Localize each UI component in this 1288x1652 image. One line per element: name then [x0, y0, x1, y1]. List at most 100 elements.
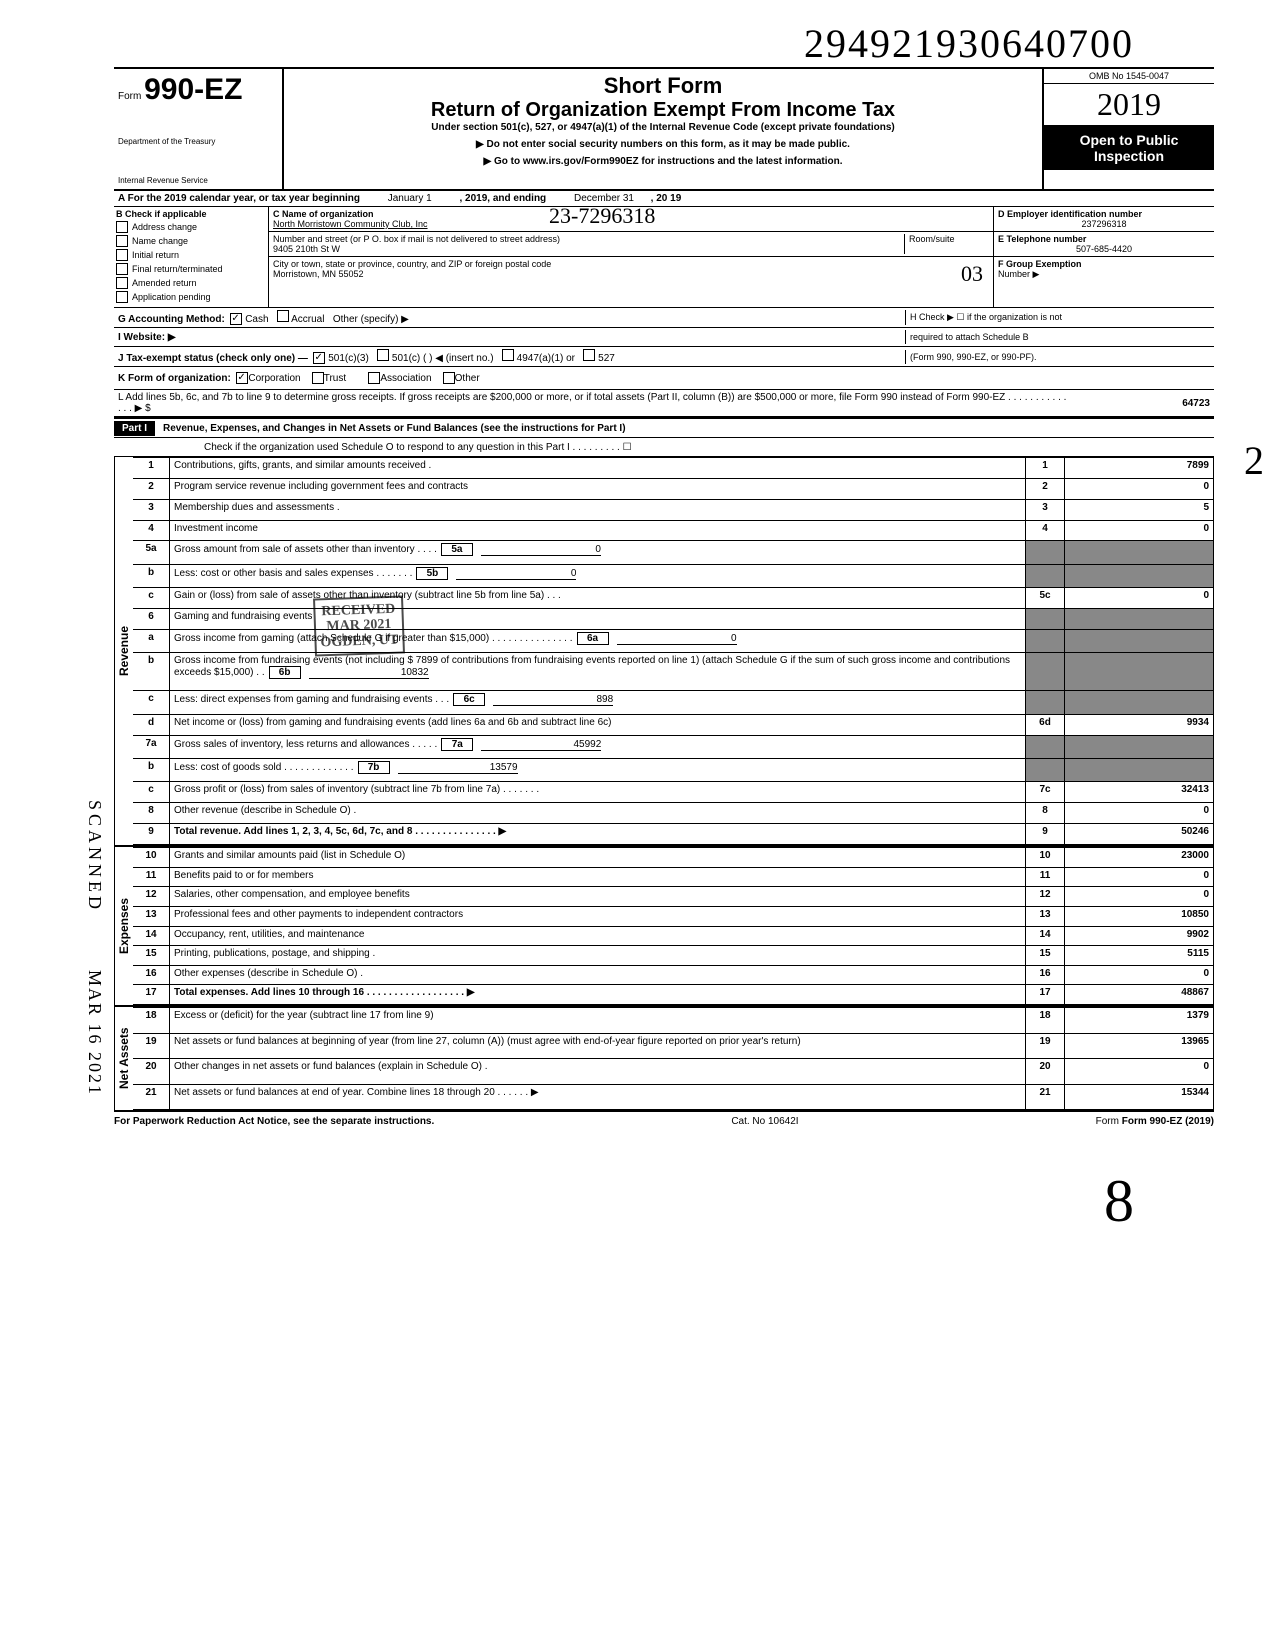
f-label2: Number ▶	[998, 269, 1039, 279]
c-label: C Name of organization	[273, 209, 374, 219]
col-c: C Name of organization 23-7296318 North …	[269, 207, 994, 307]
netassets-label: Net Assets	[114, 1007, 133, 1110]
part1-label: Part I	[114, 421, 155, 436]
footer-mid: Cat. No 10642I	[731, 1116, 798, 1127]
city-value: Morristown, MN 55052	[273, 269, 364, 279]
h2-label: required to attach Schedule B	[905, 330, 1214, 344]
row-i: I Website: ▶ required to attach Schedule…	[114, 328, 1214, 347]
part1-title: Revenue, Expenses, and Changes in Net As…	[155, 423, 626, 434]
check-address[interactable]: Address change	[116, 221, 266, 233]
ein-value: 237296318	[998, 219, 1210, 229]
col-b-header: B Check if applicable	[116, 209, 207, 219]
4947-label: 4947(a)(1) or	[517, 353, 575, 364]
check-name[interactable]: Name change	[116, 235, 266, 247]
other-org-checkbox[interactable]	[443, 372, 455, 384]
f-label: F Group Exemption	[998, 259, 1082, 269]
g-label: G Accounting Method:	[118, 314, 225, 325]
form-page: SCANNED MAR 16 2021 294921930640700 Form…	[114, 20, 1214, 1236]
row-l: L Add lines 5b, 6c, and 7b to line 9 to …	[114, 390, 1214, 417]
form-header: Form 990-EZ Department of the Treasury I…	[114, 67, 1214, 191]
accrual-checkbox[interactable]	[277, 310, 289, 322]
527-checkbox[interactable]	[583, 349, 595, 361]
check-pending[interactable]: Application pending	[116, 291, 266, 303]
scan-date-stamp: MAR 16 2021	[84, 970, 105, 1096]
omb-number: OMB No 1545-0047	[1044, 69, 1214, 84]
hand-side-2: 2	[1244, 437, 1264, 484]
instruction-2: ▶ Go to www.irs.gov/Form990EZ for instru…	[294, 156, 1032, 167]
open-inspection: Open to Public Inspection	[1044, 126, 1214, 170]
signature-mark: 8	[114, 1167, 1214, 1236]
footer: For Paperwork Reduction Act Notice, see …	[114, 1112, 1214, 1127]
netassets-table: 18Excess or (deficit) for the year (subt…	[133, 1007, 1214, 1110]
street-label: Number and street (or P O. box if mail i…	[273, 234, 560, 244]
dept-irs: Internal Revenue Service	[118, 176, 278, 185]
form-label: Form	[118, 91, 141, 102]
main-title: Return of Organization Exempt From Incom…	[294, 99, 1032, 122]
row-a-begin: January 1	[388, 193, 432, 204]
instruction-1: ▶ Do not enter social security numbers o…	[294, 139, 1032, 150]
dept-treasury: Department of the Treasury	[118, 137, 278, 146]
e-label: E Telephone number	[998, 234, 1086, 244]
row-k: K Form of organization: Corporation Trus…	[114, 367, 1214, 390]
open-public-2: Inspection	[1046, 148, 1212, 164]
row-g: G Accounting Method: Cash Accrual Other …	[114, 308, 1214, 328]
assoc-checkbox[interactable]	[368, 372, 380, 384]
scanned-stamp: SCANNED	[84, 800, 105, 913]
k-label: K Form of organization:	[118, 373, 231, 384]
org-name: North Morristown Community Club, Inc	[273, 219, 428, 229]
h-label: H Check ▶ ☐ if the organization is not	[910, 312, 1210, 323]
527-label: 527	[598, 353, 615, 364]
check-amended[interactable]: Amended return	[116, 277, 266, 289]
city-label: City or town, state or province, country…	[273, 259, 551, 269]
other-org-label: Other	[455, 373, 480, 384]
cash-checkbox[interactable]	[230, 313, 242, 325]
received-stamp: RECEIVED MAR 2021 OGDEN, UT	[313, 595, 405, 656]
ein-handwritten: 23-7296318	[549, 203, 655, 229]
subtitle: Under section 501(c), 527, or 4947(a)(1)…	[294, 122, 1032, 133]
dln-handwritten: 294921930640700	[114, 20, 1214, 67]
d-label: D Employer identification number	[998, 209, 1142, 219]
expenses-table: 10Grants and similar amounts paid (list …	[133, 847, 1214, 1005]
form-id-box: Form 990-EZ Department of the Treasury I…	[114, 69, 284, 189]
check-initial[interactable]: Initial return	[116, 249, 266, 261]
accrual-label: Accrual	[291, 314, 324, 325]
revenue-label: Revenue	[114, 457, 133, 845]
assoc-label: Association	[380, 373, 431, 384]
section-bcd: B Check if applicable Address change Nam…	[114, 207, 1214, 308]
phone-value: 507-685-4420	[998, 244, 1210, 254]
trust-label: Trust	[324, 373, 346, 384]
row-j: J Tax-exempt status (check only one) — 5…	[114, 347, 1214, 367]
open-public-1: Open to Public	[1046, 132, 1212, 148]
room-label: Room/suite	[904, 234, 989, 254]
i-label: I Website: ▶	[118, 332, 176, 343]
street-value: 9405 210th St W	[273, 244, 340, 254]
other-label: Other (specify) ▶	[333, 314, 409, 325]
4947-checkbox[interactable]	[502, 349, 514, 361]
form-number: 990-EZ	[144, 73, 242, 106]
check-final[interactable]: Final return/terminated	[116, 263, 266, 275]
col-b: B Check if applicable Address change Nam…	[114, 207, 269, 307]
row-a: A For the 2019 calendar year, or tax yea…	[114, 191, 1214, 207]
j-label: J Tax-exempt status (check only one) —	[118, 353, 308, 364]
part1-check-text: Check if the organization used Schedule …	[204, 442, 632, 453]
footer-right: Form Form 990-EZ (2019)	[1096, 1116, 1214, 1127]
corp-checkbox[interactable]	[236, 372, 248, 384]
stamp-l3: OGDEN, UT	[320, 632, 398, 650]
row-a-ending: , 2019, and ending	[459, 193, 546, 204]
cash-label: Cash	[245, 314, 268, 325]
revenue-table: 1Contributions, gifts, grants, and simil…	[133, 457, 1214, 845]
l-value: 64723	[1070, 398, 1210, 409]
l-text: L Add lines 5b, 6c, and 7b to line 9 to …	[118, 392, 1070, 414]
part1-header: Part I Revenue, Expenses, and Changes in…	[114, 417, 1214, 438]
501c3-label: 501(c)(3)	[328, 353, 369, 364]
tax-year: 2019	[1044, 84, 1214, 126]
501c-checkbox[interactable]	[377, 349, 389, 361]
501c3-checkbox[interactable]	[313, 352, 325, 364]
year-box: OMB No 1545-0047 2019 Open to Public Ins…	[1042, 69, 1214, 189]
trust-checkbox[interactable]	[312, 372, 324, 384]
short-form-title: Short Form	[294, 73, 1032, 99]
dlrn-hand: 03	[961, 261, 983, 287]
501c-label: 501(c) ( ) ◀ (insert no.)	[392, 353, 494, 364]
expenses-label: Expenses	[114, 847, 133, 1005]
corp-label: Corporation	[248, 373, 300, 384]
